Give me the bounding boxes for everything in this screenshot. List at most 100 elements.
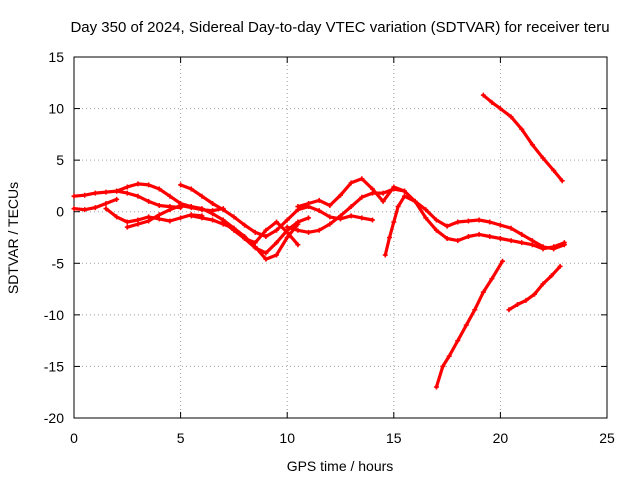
data-point: [444, 223, 450, 229]
data-point: [327, 221, 333, 227]
data-point: [284, 235, 290, 240]
data-point: [369, 190, 375, 196]
data-point: [433, 227, 439, 233]
data-point: [284, 229, 290, 235]
data-point: [114, 196, 120, 202]
y-tick-labels: -20 -15 -10 -5 0 5 10 15: [44, 49, 64, 426]
data-point: [540, 244, 546, 250]
data-point: [103, 206, 109, 212]
data-point: [156, 203, 162, 209]
data-point: [124, 190, 130, 196]
data-point: [465, 218, 471, 224]
data-point: [146, 182, 152, 188]
data-point: [514, 302, 520, 308]
y-tick-label: -15: [44, 358, 64, 374]
data-point: [508, 238, 514, 244]
data-point: [82, 192, 88, 198]
data-point: [274, 252, 280, 258]
data-point: [252, 229, 258, 235]
x-tick-label: 5: [177, 430, 185, 446]
y-axis-label: SDTVAR / TECUs: [5, 182, 21, 294]
series-track-l: [480, 92, 565, 184]
data-point: [274, 219, 280, 225]
data-point: [188, 205, 194, 211]
data-point: [487, 233, 493, 239]
plot-frame: [73, 56, 608, 419]
data-point: [167, 193, 173, 199]
y-tick-label: -5: [52, 255, 65, 271]
data-point: [519, 240, 525, 246]
data-point: [455, 338, 461, 344]
data-point: [401, 193, 407, 199]
y-tick-label: 5: [56, 152, 64, 168]
data-series: [71, 92, 567, 390]
series-line: [221, 220, 300, 247]
data-point: [210, 208, 216, 214]
data-point: [146, 198, 152, 204]
data-point: [338, 213, 343, 219]
data-point: [199, 215, 205, 221]
axis-ticks: [73, 56, 608, 419]
series-track-f: [178, 182, 375, 239]
data-point: [71, 206, 77, 212]
data-point: [465, 233, 471, 239]
x-tick-label: 25: [599, 430, 615, 446]
data-point: [440, 363, 446, 369]
x-tick-labels: 0 5 10 15 20 25: [70, 430, 615, 446]
data-point: [489, 99, 495, 105]
data-point: [549, 273, 555, 279]
data-point: [188, 186, 194, 192]
series-track-b: [71, 196, 120, 213]
data-point: [114, 188, 120, 194]
data-point: [382, 252, 388, 258]
data-point: [124, 184, 130, 190]
data-point: [178, 182, 184, 188]
data-point: [242, 236, 248, 242]
data-point: [263, 250, 269, 256]
x-axis-label: GPS time / hours: [287, 458, 394, 474]
data-point: [263, 233, 269, 239]
data-point: [156, 186, 162, 192]
data-point: [71, 193, 77, 199]
data-point: [529, 238, 535, 244]
data-point: [523, 297, 529, 303]
series-track-j: [284, 186, 567, 252]
data-point: [508, 225, 514, 231]
series-track-m: [433, 258, 506, 390]
data-point: [231, 214, 237, 220]
data-point: [387, 235, 393, 240]
data-point: [348, 180, 354, 186]
data-point: [519, 231, 525, 237]
data-point: [316, 197, 322, 203]
data-point: [508, 114, 514, 120]
data-point: [199, 193, 205, 199]
data-point: [480, 289, 486, 295]
data-point: [401, 188, 407, 194]
data-point: [519, 126, 525, 132]
data-point: [444, 236, 450, 242]
x-tick-label: 15: [386, 430, 402, 446]
data-point: [500, 258, 506, 264]
y-tick-label: -20: [44, 410, 64, 426]
data-point: [480, 92, 486, 98]
data-point: [395, 204, 401, 210]
data-point: [446, 353, 452, 359]
data-point: [369, 217, 375, 223]
data-point: [210, 217, 216, 223]
data-point: [455, 219, 461, 225]
data-point: [306, 200, 312, 206]
data-point: [242, 222, 248, 228]
x-tick-label: 10: [279, 430, 295, 446]
data-point: [489, 276, 495, 282]
data-point: [497, 222, 503, 228]
data-point: [252, 240, 258, 246]
data-point: [295, 204, 301, 210]
data-point: [532, 291, 538, 297]
data-point: [167, 207, 173, 213]
series-track-k: [382, 193, 567, 258]
data-point: [306, 229, 312, 235]
data-point: [348, 204, 354, 210]
data-point: [220, 219, 226, 225]
data-point: [472, 307, 478, 313]
